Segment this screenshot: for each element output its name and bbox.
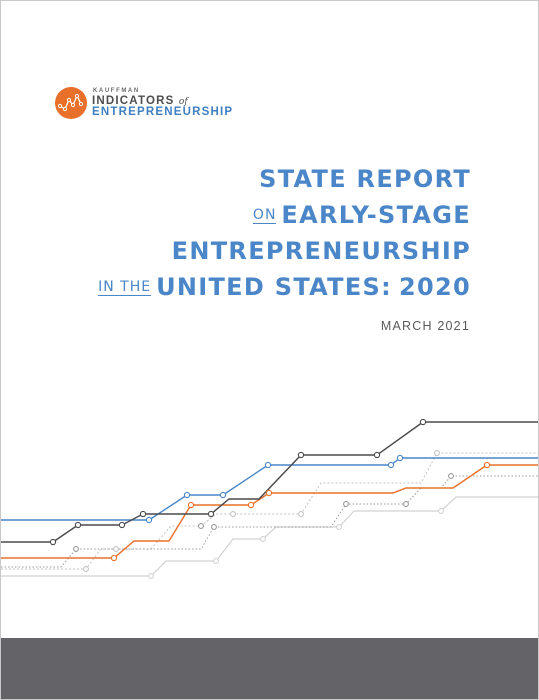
marker-gray: [403, 501, 409, 507]
title-line-4-text: UNITED STATES:: [156, 273, 392, 301]
marker-orange: [110, 554, 118, 562]
title-year: 2020: [399, 273, 471, 301]
marker-dark: [419, 418, 427, 426]
step-line-dark: [1, 421, 538, 543]
marker-blue: [396, 454, 404, 462]
marker-dark: [373, 451, 381, 459]
logo-indicators-word: INDICATORS: [92, 95, 175, 107]
title-line-4: IN THE UNITED STATES: 2020: [98, 269, 471, 305]
logo-entrepreneurship-word: ENTREPRENEURSHIP: [92, 106, 234, 118]
report-date: MARCH 2021: [380, 319, 470, 333]
marker-gray: [211, 524, 217, 530]
title-line-3: ENTREPRENEURSHIP: [171, 237, 471, 265]
marker-light: [260, 536, 266, 542]
report-title: STATE REPORT ON EARLY-STAGE ENTREPRENEURS…: [98, 161, 471, 305]
marker-dark: [118, 521, 126, 529]
marker-light: [434, 450, 440, 456]
marker-light: [230, 511, 236, 517]
marker-orange: [483, 461, 491, 469]
step-line-light: [1, 496, 538, 577]
marker-orange: [187, 501, 195, 509]
title-small-on: ON: [252, 207, 277, 224]
marker-gray: [73, 546, 79, 552]
marker-blue: [387, 461, 395, 469]
logo-of-word: of: [178, 97, 188, 107]
logo-indicators-text: INDICATORS of: [92, 95, 188, 107]
step-line-orange: [1, 464, 538, 559]
kauffman-logo: KAUFFMAN INDICATORS of ENTREPRENEURSHIP: [55, 87, 255, 119]
marker-orange: [265, 489, 273, 497]
marker-light: [298, 511, 304, 517]
title-line-2: ON EARLY-STAGE: [98, 197, 471, 233]
marker-blue: [145, 516, 153, 524]
marker-blue: [183, 491, 191, 499]
marker-gray: [343, 501, 349, 507]
step-line-light-dotted: [1, 452, 538, 570]
marker-light: [113, 546, 119, 552]
marker-dark: [139, 510, 147, 518]
title-line-2-text: EARLY-STAGE: [281, 201, 471, 229]
marker-dark: [74, 521, 82, 529]
marker-light: [148, 573, 154, 579]
step-line-gray-dotted: [1, 475, 538, 568]
marker-gray: [448, 473, 454, 479]
marker-light: [83, 566, 89, 572]
marker-gray: [198, 523, 204, 529]
marker-light: [336, 524, 342, 530]
marker-dark: [207, 510, 215, 518]
marker-blue: [264, 461, 272, 469]
footer-band: [1, 638, 538, 699]
logo-org-name: KAUFFMAN: [93, 88, 140, 94]
title-small-in-the: IN THE: [98, 279, 152, 296]
marker-light: [438, 508, 444, 514]
marker-light: [213, 558, 219, 564]
kauffman-logo-icon: [55, 87, 87, 119]
marker-dark: [297, 451, 305, 459]
title-line-1: STATE REPORT: [259, 165, 471, 193]
marker-dark: [49, 538, 57, 546]
marker-orange: [247, 501, 255, 509]
marker-blue: [219, 491, 227, 499]
